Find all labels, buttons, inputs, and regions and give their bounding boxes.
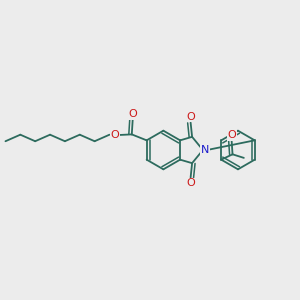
Text: O: O: [187, 112, 195, 122]
Text: O: O: [129, 110, 137, 119]
Text: N: N: [200, 145, 209, 155]
Text: O: O: [110, 130, 119, 140]
Text: O: O: [187, 178, 195, 188]
Text: O: O: [227, 130, 236, 140]
